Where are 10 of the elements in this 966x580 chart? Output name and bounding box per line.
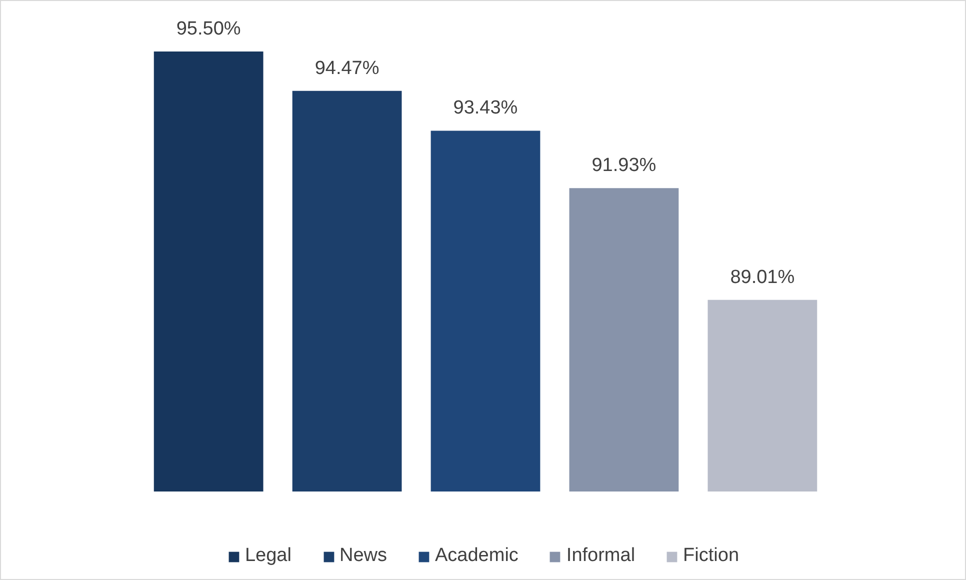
data-label: 94.47% [314, 58, 380, 79]
data-label: 93.43% [453, 98, 518, 119]
data-label: 95.50% [176, 18, 241, 40]
data-label: 91.93% [592, 155, 656, 176]
legend-label: Academic [434, 545, 518, 567]
legend-label: Informal [566, 545, 636, 567]
legend-label: Fiction [683, 545, 740, 567]
legend-label: News [339, 545, 387, 567]
legend-label: Legal [244, 545, 292, 567]
data-label: 89.01% [730, 266, 795, 288]
